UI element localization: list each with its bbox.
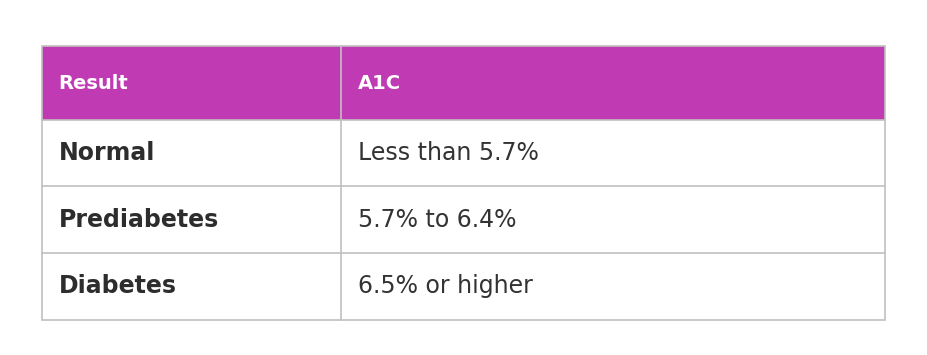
Bar (42, 120, 885, 186)
Text: 6.5% or higher: 6.5% or higher (358, 274, 533, 298)
Text: Prediabetes: Prediabetes (58, 208, 219, 232)
Text: Less than 5.7%: Less than 5.7% (358, 141, 539, 165)
Text: 5.7% to 6.4%: 5.7% to 6.4% (358, 208, 516, 232)
Text: A1C: A1C (358, 73, 401, 93)
Bar (42, 186, 885, 253)
Text: Diabetes: Diabetes (58, 274, 176, 298)
Bar (42, 46, 885, 120)
Bar (42, 46, 885, 320)
Bar (42, 253, 885, 320)
Text: Normal: Normal (58, 141, 155, 165)
Text: Result: Result (58, 73, 128, 93)
